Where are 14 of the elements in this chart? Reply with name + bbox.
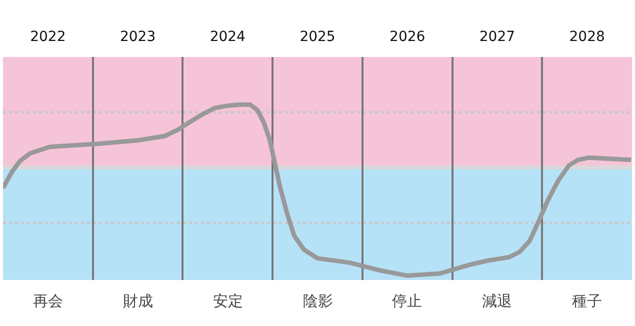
text: 減退 [482, 292, 512, 310]
text: 財成 [123, 292, 153, 310]
x-tick-label: 2025 [300, 29, 336, 46]
x-tick-label: 2027 [479, 29, 516, 46]
text: 再会 [33, 292, 63, 310]
x-tick-label: 2026 [390, 29, 426, 46]
x-tick-label: 2022 [30, 29, 66, 46]
x-tick-label: 2028 [569, 29, 605, 46]
text: 安定 [213, 292, 243, 310]
text: 停止 [392, 292, 422, 310]
x-tick-label: 2023 [120, 29, 156, 46]
text: 陰影 [303, 292, 333, 310]
x-tick-label: 2024 [210, 29, 246, 46]
text: 種子 [572, 292, 602, 310]
